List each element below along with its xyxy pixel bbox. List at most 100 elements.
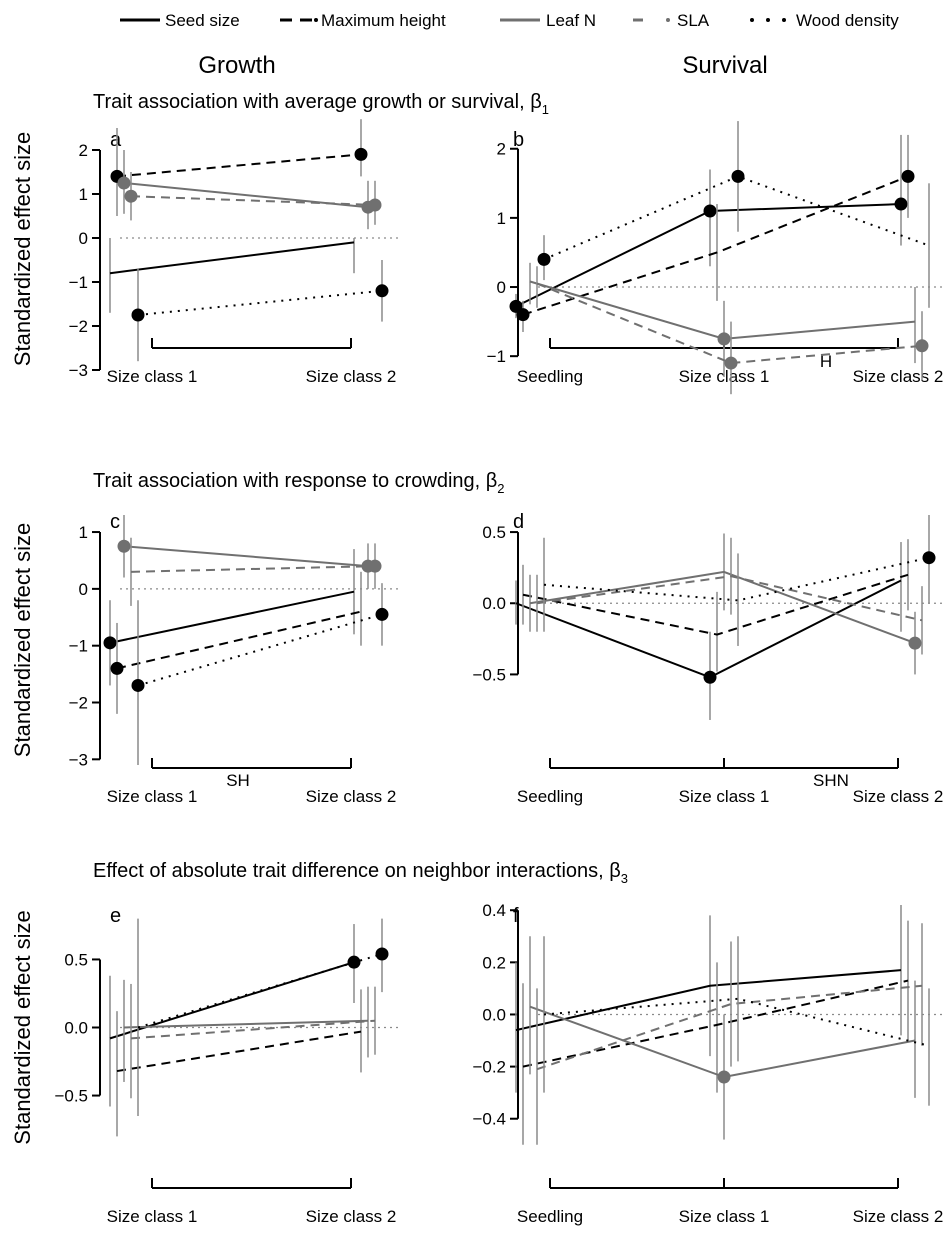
data-point: [731, 169, 745, 183]
data-point: [717, 1070, 731, 1084]
y-tick-label: −1: [487, 347, 506, 366]
series-line: [529, 570, 916, 645]
x-tick-label: Size class 2: [853, 367, 944, 386]
legend-item-leaf-n: Leaf N: [500, 11, 596, 30]
series-line: [130, 565, 376, 573]
series-line: [123, 1019, 369, 1029]
legend-item-sla: SLA: [633, 11, 710, 30]
x-tick-label: Size class 2: [853, 1207, 944, 1226]
y-tick-label: −0.5: [472, 665, 506, 684]
y-tick-label: 0: [79, 580, 88, 599]
data-point: [131, 308, 145, 322]
data-point: [703, 670, 717, 684]
data-point: [908, 636, 922, 650]
series-line: [109, 241, 355, 275]
panel-letter: d: [513, 511, 524, 533]
row-title-subscript: 2: [497, 481, 504, 496]
y-tick-label: −1: [69, 637, 88, 656]
series-line: [116, 610, 362, 670]
panel-letter: b: [513, 129, 524, 151]
x-tick-label: Size class 2: [306, 1207, 397, 1226]
y-tick-label: 0.0: [482, 594, 506, 613]
x-tick-label: Size class 1: [107, 787, 198, 806]
y-tick-label: −1: [69, 273, 88, 292]
y-tick-label: −0.5: [54, 1087, 88, 1106]
data-point: [703, 204, 717, 218]
series-line: [536, 984, 923, 1071]
y-axis-title: Standardized effect size: [10, 132, 35, 366]
column-title-growth: Growth: [198, 52, 275, 79]
panel-f: −0.4 −0.2 0.0 0.2 0.4 Seedling Size class 1 Siz…: [472, 901, 946, 1226]
y-tick-label: 0.0: [482, 1005, 506, 1024]
data-point: [354, 147, 368, 161]
data-point: [901, 169, 915, 183]
series-line: [522, 573, 909, 636]
legend: Seed size Maximum height Leaf N SLA Wood…: [120, 11, 899, 30]
panel-letter: f: [513, 905, 519, 927]
data-point: [724, 356, 738, 370]
series-line: [515, 203, 902, 308]
data-point: [110, 661, 124, 675]
y-tick-label: −3: [69, 750, 88, 769]
series-line: [529, 280, 916, 340]
series-line: [543, 175, 930, 261]
data-point: [915, 339, 929, 353]
row-title-subscript: 1: [542, 102, 549, 117]
row-title-beta3: Effect of absolute trait difference on n…: [93, 860, 628, 886]
significance-annotation: SH: [226, 771, 250, 790]
legend-label: Maximum height: [321, 11, 446, 30]
panel-d: −0.5 0.0 0.5 Seedling Size class 1 Size class…: [472, 511, 946, 806]
legend-label: Wood density: [796, 11, 899, 30]
series-line: [109, 961, 355, 1040]
data-point: [117, 176, 131, 190]
x-tick-label: Size class 1: [107, 1207, 198, 1226]
legend-swatch: [782, 18, 786, 22]
x-tick-label: Seedling: [517, 787, 583, 806]
legend-swatch: [766, 18, 770, 22]
series-line: [543, 997, 930, 1047]
data-point: [375, 284, 389, 298]
data-point: [368, 559, 382, 573]
series-line: [130, 1019, 376, 1040]
row-title-subscript: 3: [621, 871, 628, 886]
data-point: [922, 551, 936, 565]
series-line: [116, 153, 362, 178]
y-tick-label: 0: [497, 278, 506, 297]
data-point: [717, 332, 731, 346]
x-tick-label: Size class 2: [306, 367, 397, 386]
y-tick-label: 1: [79, 523, 88, 542]
series-line: [116, 1030, 362, 1073]
series-line: [543, 556, 930, 602]
panel-a: −3 −2 −1 0 1 2 Size class 1 Size class 2 a Standa…: [10, 119, 401, 386]
y-tick-label: 2: [497, 140, 506, 159]
series-line: [529, 1005, 916, 1079]
legend-swatch: [314, 18, 318, 22]
row-title-text: Effect of absolute trait difference on n…: [93, 860, 621, 882]
y-tick-label: 0.5: [482, 523, 506, 542]
series-line: [130, 195, 376, 206]
y-axis-title: Standardized effect size: [10, 523, 35, 757]
row-title-beta1: Trait association with average growth or…: [93, 91, 549, 117]
x-tick-label: Size class 2: [853, 787, 944, 806]
y-tick-label: 0: [79, 229, 88, 248]
y-tick-label: 0.5: [64, 950, 88, 969]
data-point: [124, 189, 138, 203]
x-tick-label: Size class 1: [107, 367, 198, 386]
series-line: [515, 969, 902, 1032]
data-point: [894, 197, 908, 211]
y-tick-label: −0.4: [472, 1110, 506, 1129]
significance-annotation: H: [820, 352, 832, 371]
x-tick-label: Size class 1: [679, 787, 770, 806]
series-line: [536, 575, 923, 622]
panel-letter: a: [110, 129, 122, 151]
y-tick-label: 2: [79, 141, 88, 160]
data-point: [368, 198, 382, 212]
series-line: [536, 282, 923, 365]
legend-swatch: [666, 18, 670, 22]
data-point: [131, 678, 145, 692]
y-tick-label: 1: [79, 185, 88, 204]
x-tick-label: Size class 1: [679, 1207, 770, 1226]
y-tick-label: 1: [497, 209, 506, 228]
data-point: [117, 539, 131, 553]
